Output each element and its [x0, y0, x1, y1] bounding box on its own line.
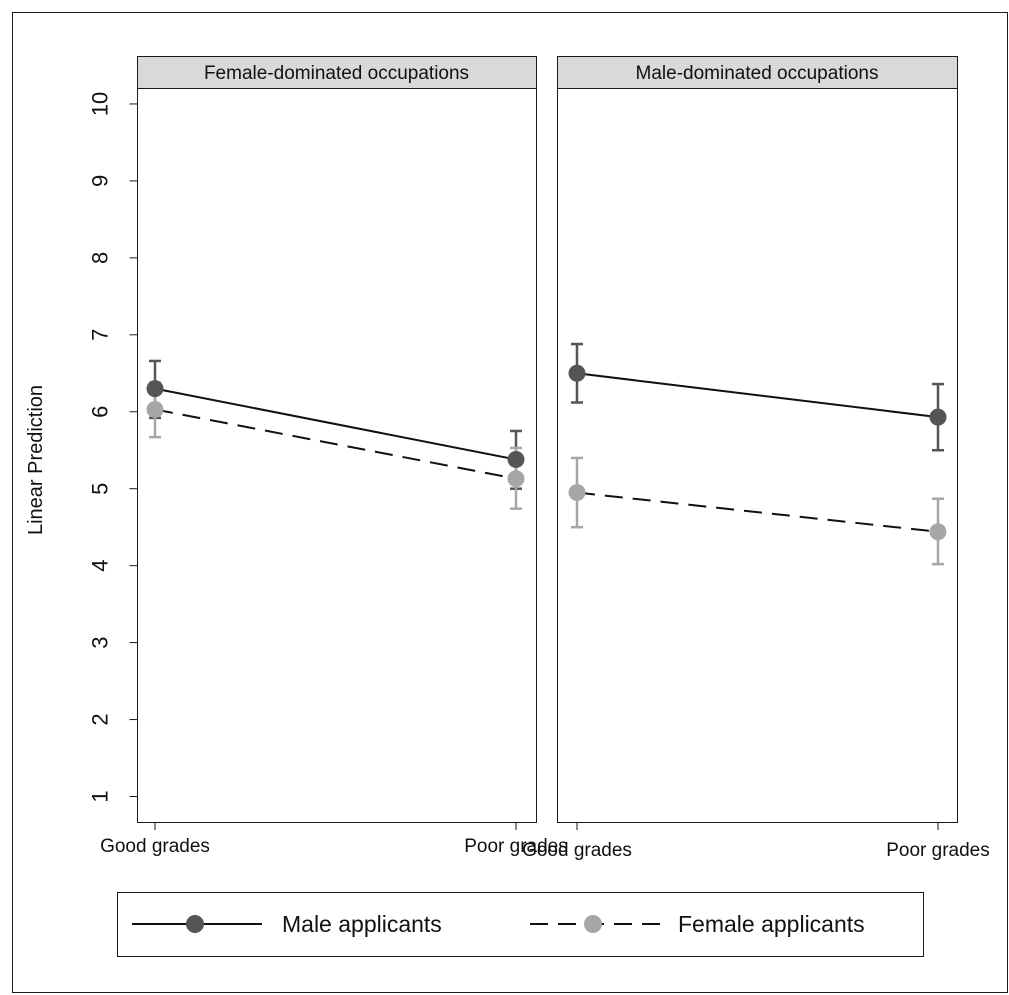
panel-1-box	[137, 56, 537, 823]
x-tick-label-panel-2-0: Good grades	[522, 840, 632, 861]
y-axis-label: Linear Prediction	[25, 385, 47, 535]
legend-marker-female	[584, 915, 602, 933]
y-tick-label-5: 5	[88, 483, 113, 495]
series-line-panel-2-female	[576, 491, 939, 533]
panel-2-title: Male-dominated occupations	[636, 63, 879, 84]
point-panel-1-male-1	[507, 450, 525, 468]
x-tick-label-panel-1-1: Poor grades	[464, 836, 568, 857]
panels-layer: Female-dominated occupations Male-dominat…	[137, 56, 958, 823]
point-panel-1-female-1	[507, 470, 525, 488]
y-tick-label-9: 9	[88, 175, 113, 187]
panel-2-strip	[557, 56, 958, 89]
panel-1-strip	[137, 56, 537, 89]
legend-label-male: Male applicants	[282, 911, 442, 937]
y-tick-label-2: 2	[88, 713, 113, 725]
panel-1-title: Female-dominated occupations	[204, 63, 469, 84]
y-tick-label-8: 8	[88, 252, 113, 264]
legend-marker-male	[186, 915, 204, 933]
x-tick-label-panel-2-1: Poor grades	[886, 840, 990, 861]
panel-2-box	[557, 56, 958, 823]
point-panel-2-male-1	[929, 408, 947, 426]
point-panel-2-female-0	[568, 484, 586, 502]
point-panel-1-male-0	[146, 380, 164, 398]
series-line-panel-1-female	[154, 408, 517, 480]
x-tick-label-panel-1-0: Good grades	[100, 836, 210, 857]
point-panel-1-female-0	[146, 400, 164, 418]
y-tick-label-7: 7	[88, 329, 113, 341]
marks-layer	[146, 342, 947, 566]
y-tick-label-1: 1	[88, 790, 113, 802]
series-line-panel-1-male	[154, 387, 517, 461]
y-tick-label-3: 3	[88, 636, 113, 648]
y-tick-label-4: 4	[88, 560, 113, 572]
y-tick-label-6: 6	[88, 406, 113, 418]
point-panel-2-female-1	[929, 523, 947, 541]
y-tick-label-10: 10	[88, 92, 113, 116]
series-line-panel-2-male	[576, 372, 939, 419]
legend: Male applicants Female applicants	[117, 892, 924, 957]
legend-label-female: Female applicants	[678, 911, 865, 937]
point-panel-2-male-0	[568, 364, 586, 382]
